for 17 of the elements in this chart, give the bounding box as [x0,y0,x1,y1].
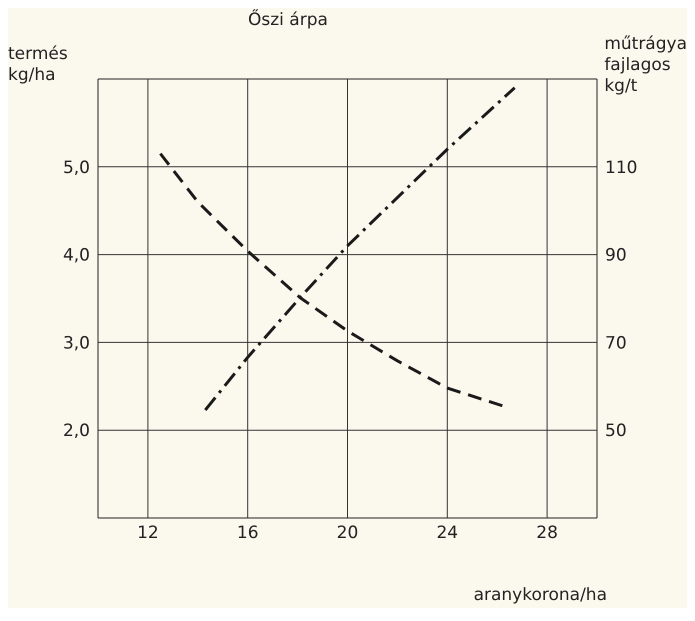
x-tick-label: 16 [236,523,259,544]
x-tick-label: 20 [336,523,358,544]
x-axis-title: aranykorona/ha [474,585,607,606]
x-tick-label: 24 [436,523,458,544]
y2-tick-label: 90 [605,246,627,266]
y-tick-label: 3,0 [62,333,90,354]
y2-tick-label: 110 [605,158,638,178]
x-tick-label: 28 [536,523,558,544]
y-tick-label: 5,0 [62,158,90,178]
x-tick-label: 12 [137,523,159,544]
y2-tick-label: 50 [605,421,627,442]
y2-axis-title: műtrágya fajlagos kg/t [604,34,687,97]
y2-tick-label: 70 [605,333,627,354]
chart-title: Őszi árpa [248,10,328,31]
y-tick-label: 4,0 [62,246,90,266]
y-tick-label: 2,0 [62,421,90,442]
y-axis-title: termés kg/ha [8,44,68,86]
